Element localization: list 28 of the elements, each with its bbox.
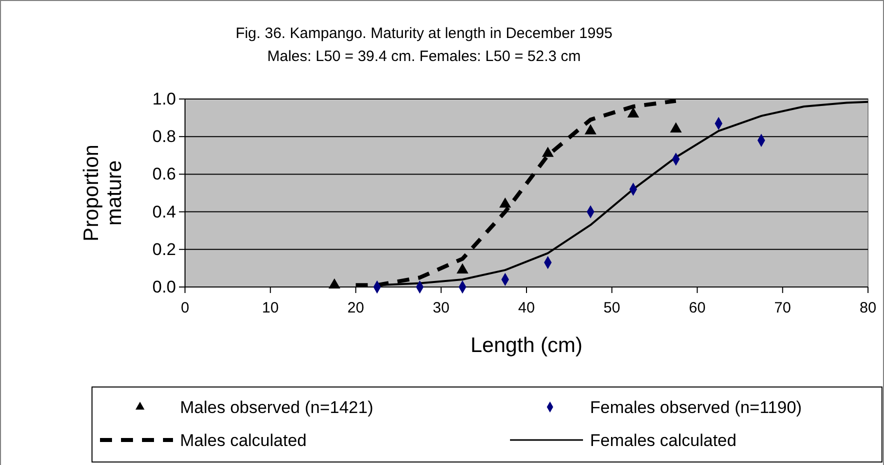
x-tick-label: 60 <box>688 300 706 316</box>
y-tick-label: 0.2 <box>152 240 176 259</box>
legend-label: Females observed (n=1190) <box>590 398 802 417</box>
x-tick-label: 50 <box>604 300 620 316</box>
point <box>670 122 682 132</box>
x-axis-title: Length (cm) <box>470 334 583 357</box>
chart-subtitle: Males: L50 = 39.4 cm. Females: L50 = 52.3 cm <box>267 48 581 65</box>
legend-label: Females calculated <box>590 431 736 450</box>
legend-label: Males observed (n=1421) <box>180 398 374 417</box>
y-tick-label: 0.4 <box>152 202 176 222</box>
y-axis-title: Proportion mature <box>80 144 126 242</box>
point <box>499 197 512 208</box>
x-tick-label: 70 <box>774 300 791 316</box>
y-tick-label: 1.0 <box>152 89 176 108</box>
x-tick-label: 80 <box>860 300 876 316</box>
x-tick-label: 0 <box>180 300 190 316</box>
point <box>542 146 554 157</box>
x-tick-label: 30 <box>432 300 450 316</box>
legend-label: Males calculated <box>180 431 307 450</box>
point <box>627 107 640 118</box>
y-tick-label: 0.0 <box>152 277 176 296</box>
x-tick-label: 10 <box>262 300 279 316</box>
x-tick-label: 20 <box>347 300 364 316</box>
y-tick-label: 0.6 <box>152 164 176 184</box>
point <box>584 124 596 134</box>
x-tick-label: 40 <box>518 300 535 316</box>
chart-title: Fig. 36. Kampango. Maturity at length in December 1995 <box>236 25 612 42</box>
y-tick-label: 0.8 <box>152 127 176 146</box>
